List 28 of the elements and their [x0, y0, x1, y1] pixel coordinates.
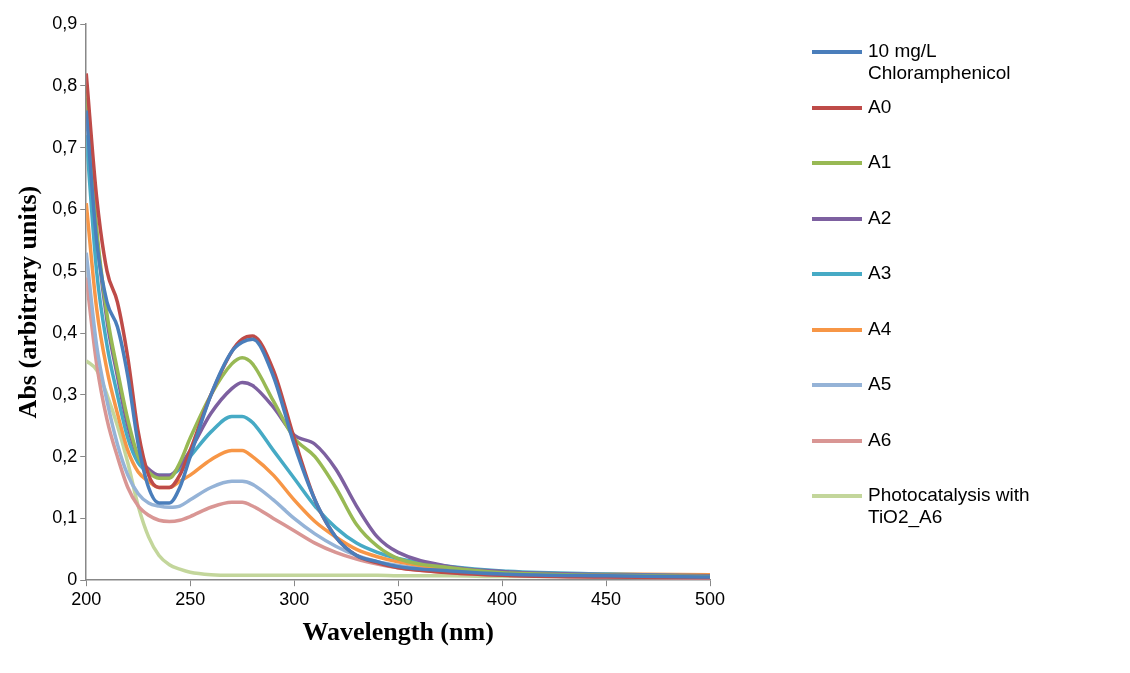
legend-label: A6 — [868, 428, 892, 451]
x-tick-label: 200 — [71, 588, 102, 609]
legend-label: A0 — [868, 95, 892, 118]
legend-label: 10 mg/L Chloramphenicol — [868, 40, 1012, 84]
y-tick-label: 0,4 — [52, 321, 78, 342]
legend-label: A2 — [868, 206, 892, 229]
legend-label: A3 — [868, 262, 892, 284]
y-tick-label: 0,7 — [52, 136, 78, 157]
x-tick-label: 400 — [487, 588, 518, 609]
legend-label: A1 — [868, 151, 892, 173]
y-tick-label: 0 — [67, 569, 78, 590]
x-tick-label: 300 — [279, 588, 310, 609]
legend-label: A4 — [868, 317, 892, 340]
x-tick-label: 350 — [383, 588, 414, 609]
y-tick-label: 0,9 — [52, 12, 78, 33]
x-tick-label: 450 — [591, 588, 622, 609]
x-tick-label: 500 — [694, 588, 726, 609]
x-axis-title: Wavelength (nm) — [302, 617, 494, 647]
y-tick-label: 0,6 — [52, 198, 78, 219]
x-tick-label: 250 — [175, 588, 206, 609]
y-tick-label: 0,5 — [52, 260, 78, 281]
y-axis-title: Abs (arbitrary units) — [13, 185, 43, 419]
y-tick-label: 0,1 — [52, 507, 78, 528]
y-tick-label: 0,3 — [52, 383, 78, 404]
y-tick-label: 0,8 — [52, 74, 78, 95]
legend-label: Photocatalysis with TiO2_A6 — [868, 484, 1031, 528]
y-tick-label: 0,2 — [52, 445, 78, 466]
legend-label: A5 — [868, 373, 892, 395]
